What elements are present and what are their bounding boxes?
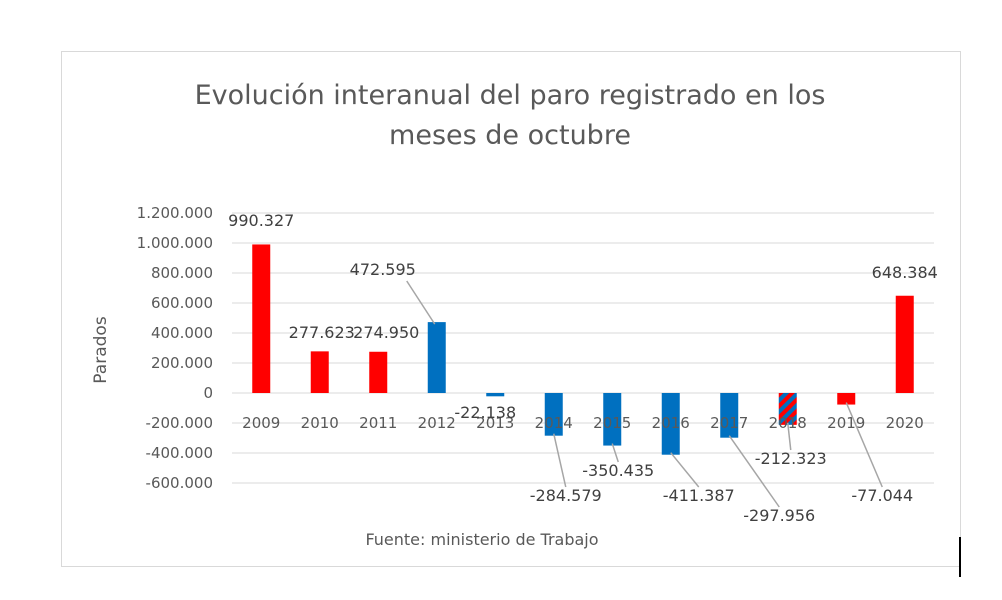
leader-line-2017 (728, 435, 780, 508)
y-axis-title: Parados (91, 316, 111, 384)
y-tick-label: 600.000 (151, 294, 213, 312)
x-tick-label: 2017 (710, 414, 748, 432)
bar-2017 (720, 393, 739, 438)
leader-line-2014 (553, 433, 567, 488)
leader-line-2015 (611, 443, 619, 463)
data-label-2016: -411.387 (663, 486, 735, 505)
bar-2011 (369, 351, 388, 393)
chart-title-line-1: Evolución interanual del paro registrado… (195, 80, 826, 111)
leader-line-2016 (670, 452, 700, 488)
chart-frame (61, 51, 961, 567)
bar-2018 (778, 393, 797, 425)
x-tick-label: 2014 (535, 414, 573, 432)
leader-line-2012 (406, 280, 436, 325)
chart-title-line-2: meses de octubre (389, 120, 631, 151)
x-tick-label: 2009 (242, 414, 280, 432)
gridlines (232, 212, 934, 484)
y-tick-label: -200.000 (146, 414, 213, 432)
x-tick-label: 2015 (593, 414, 631, 432)
bar-2015 (603, 393, 622, 446)
x-tick-label: 2010 (301, 414, 339, 432)
leader-line-2019 (845, 402, 883, 488)
x-tick-label: 2012 (418, 414, 456, 432)
data-label-2017: -297.956 (743, 506, 815, 525)
data-label-2014: -284.579 (530, 486, 602, 505)
leader-line-2018 (787, 422, 792, 451)
data-label-2012: 472.595 (350, 260, 416, 279)
x-tick-label: 2013 (476, 414, 514, 432)
data-label-2011: 274.950 (353, 323, 419, 342)
y-tick-label: 0 (203, 384, 213, 402)
data-label-2009: 990.327 (228, 211, 294, 230)
x-tick-label: 2020 (886, 414, 924, 432)
text-cursor (959, 537, 961, 577)
y-tick-label: 200.000 (151, 354, 213, 372)
bar-2020 (895, 295, 914, 393)
y-tick-label: -400.000 (146, 444, 213, 462)
y-axis-ticks: 1.200.000 1.000.000 800.000 600.000 400.000 2… (137, 204, 213, 492)
y-tick-label: 1.200.000 (137, 204, 213, 222)
y-tick-label: 1.000.000 (137, 234, 213, 252)
data-label-2010: 277.623 (289, 323, 355, 342)
data-label-2018: -212.323 (755, 449, 827, 468)
y-tick-label: 800.000 (151, 264, 213, 282)
data-label-2019: -77.044 (851, 486, 913, 505)
bars (252, 244, 914, 455)
data-label-2013: -22.138 (454, 403, 516, 422)
bar-2009 (252, 244, 271, 393)
data-label-2020: 648.384 (872, 263, 938, 282)
x-tick-label: 2016 (652, 414, 690, 432)
x-axis-ticks: 2009 2010 2011 2012 2013 2014 2015 2016 2017 2018… (242, 414, 924, 432)
x-tick-label: 2011 (359, 414, 397, 432)
data-label-2015: -350.435 (582, 461, 654, 480)
bar-2010 (310, 351, 329, 393)
y-tick-label: 400.000 (151, 324, 213, 342)
bar-2019 (837, 393, 856, 405)
leader-lines (406, 280, 883, 508)
y-tick-label: -600.000 (146, 474, 213, 492)
x-tick-label: 2019 (827, 414, 865, 432)
bar-2014 (544, 393, 563, 436)
bar-2016 (661, 393, 680, 455)
bar-2013 (486, 393, 505, 397)
source-note: Fuente: ministerio de Trabajo (365, 530, 598, 549)
bar-2012 (427, 322, 446, 393)
